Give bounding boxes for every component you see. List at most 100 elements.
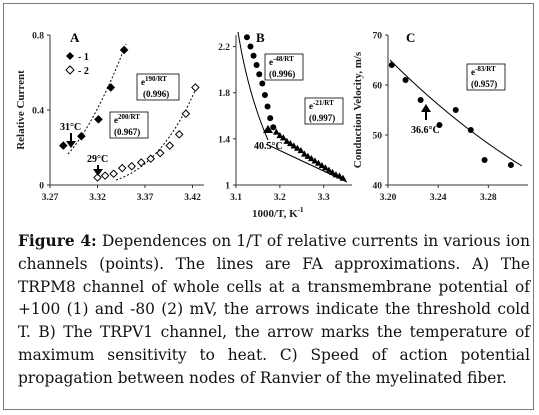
panel-b-letter: B [256, 30, 265, 45]
panel-b: 3.1 3.2 3.3 1 1.4 1.8 2.2 B 1000/T, K-1 e-48/R… [218, 30, 352, 220]
panel-c-series-0-point-1 [402, 77, 409, 83]
panel-a-xtick-label-3: 3.42 [184, 193, 201, 203]
panel-b-ytick-label-0: 1 [225, 182, 230, 192]
panel-b-series-0-point-7 [264, 103, 271, 110]
panel-b-series-1-point-19 [339, 174, 347, 181]
panel-b-ytick-label-3: 2.2 [218, 43, 230, 53]
panel-b-fit-box-2 [304, 97, 344, 125]
panel-b-series-0-point-0 [243, 34, 250, 41]
panel-b-fit-label-1: e-48/RT [269, 55, 294, 67]
panel-a-annot-31c: 31°C [60, 122, 81, 133]
panel-b-series-1-point-10 [308, 155, 315, 162]
panel-b-series-0-point-6 [261, 92, 268, 98]
panel-c-xtick-label-0: 3.20 [380, 193, 397, 203]
panel-a-fit-label-2: e190/RT [141, 75, 167, 87]
panel-a-ytick-label-1: 0.4 [32, 107, 44, 117]
panel-a-fit-r2-2: (0.996) [143, 89, 169, 99]
legend-marker-1 [66, 52, 74, 60]
panel-c-fit-label: e-83/RT [471, 65, 496, 77]
panel-a-fit-r2-1: (0.967) [114, 127, 140, 137]
panel-b-ytick-label-1: 1.4 [218, 135, 230, 145]
legend-label-1: - 1 [78, 52, 89, 63]
panel-b-marks [243, 34, 347, 181]
panel-c: 3.20 3.24 3.28 40 50 60 70 C Conduction Veloci… [352, 30, 528, 203]
panel-b-series-0-point-9 [270, 124, 277, 131]
panel-b-series-1-point-7 [297, 146, 305, 154]
panel-b-series-0-point-1 [247, 43, 254, 50]
panel-b-series-1-point-11 [311, 157, 319, 164]
caption-label: Figure 4: [18, 232, 97, 250]
panel-b-series-1-point-16 [329, 168, 336, 176]
panel-a-fit-curve-2 [115, 85, 198, 181]
panel-a-series-1-point-9 [174, 130, 184, 139]
figure-panels: 3.27 3.32 3.37 3.42 0 0.4 0.8 A Relative Curre… [15, 30, 528, 220]
panel-c-series-0-point-3 [436, 122, 443, 128]
panel-a-series-0-point-0 [58, 141, 68, 150]
figure-frame: 3.27 3.32 3.37 3.42 0 0.4 0.8 A Relative Curre… [3, 3, 534, 410]
panel-b-series-0-point-2 [250, 52, 257, 59]
panel-c-series-0-point-5 [467, 127, 474, 133]
panel-a-ytick-label-2: 0.8 [32, 32, 44, 42]
panel-a: 3.27 3.32 3.37 3.42 0 0.4 0.8 A Relative Curre… [15, 30, 204, 203]
panel-c-series-0-point-4 [452, 107, 459, 113]
panel-c-fit-box [466, 63, 506, 91]
panel-a-series-0-point-3 [106, 83, 116, 92]
panel-c-marks [388, 62, 514, 168]
panel-a-xtick-label-0: 3.27 [42, 193, 59, 203]
panel-b-series-1-point-13 [318, 161, 326, 169]
panel-c-ytick-label-0: 40 [373, 182, 383, 192]
panel-a-letter: A [70, 30, 80, 45]
panel-c-ytick-label-1: 50 [373, 132, 383, 142]
panel-a-series-1-point-6 [146, 154, 156, 164]
panel-a-series-1-point-4 [127, 161, 137, 171]
panel-b-series-1-point-18 [336, 172, 343, 179]
panel-b-xlabel: 1000/T, K-1 [252, 206, 304, 220]
panel-c-series-0-point-0 [388, 62, 395, 68]
panel-a-series-1-point-0 [93, 173, 102, 182]
panel-a-annot-29c: 29°C [87, 154, 108, 165]
panel-a-ticks: 3.27 3.32 3.37 3.42 0 0.4 0.8 [32, 32, 201, 204]
panel-b-series-1-point-8 [301, 150, 308, 157]
panel-b-xtick-label-0: 3.1 [230, 193, 242, 203]
panel-a-xtick-label-1: 3.32 [89, 193, 106, 203]
panel-b-series-1-point-6 [293, 144, 301, 151]
panel-b-xtick-label-1: 3.2 [274, 193, 286, 203]
panel-b-series-1-point-12 [315, 159, 322, 166]
panel-b-series-0-point-3 [253, 62, 260, 68]
panel-a-series-1-point-8 [165, 141, 175, 150]
panel-a-series-1-point-1 [100, 171, 110, 180]
panel-b-fit-curve-1 [237, 31, 269, 141]
panel-c-ticks: 3.20 3.24 3.28 40 50 60 70 [373, 32, 497, 204]
panel-b-series-0-point-4 [256, 71, 263, 78]
panel-c-series-0-point-6 [481, 157, 488, 163]
panel-c-xtick-label-1: 3.24 [430, 193, 447, 203]
panel-a-fit-curve-1 [67, 43, 127, 155]
panel-b-fit-r2-2: (0.997) [309, 113, 335, 123]
panel-b-series-1-point-5 [290, 142, 298, 149]
panel-b-series-1-point-14 [322, 164, 329, 171]
panel-a-fit-box-1 [109, 111, 149, 139]
panel-c-letter: C [406, 30, 415, 45]
legend-marker-2 [65, 65, 75, 75]
legend-label-2: - 2 [78, 66, 89, 77]
panel-b-series-1-point-15 [325, 166, 333, 173]
panel-b-ytick-label-2: 1.8 [218, 89, 230, 99]
panel-c-fit-r2: (0.957) [471, 79, 497, 89]
panel-b-series-1-point-1 [276, 131, 284, 139]
panel-c-ylabel: Conduction Velocity, m/s [352, 51, 364, 168]
panel-a-fit-label-1: e200/RT [114, 113, 140, 125]
panel-b-series-1-point-4 [286, 140, 294, 147]
panel-a-arrow-29c-head [93, 169, 103, 176]
panel-b-series-1-point-2 [279, 134, 287, 141]
panel-b-arrow-head [263, 125, 273, 133]
panel-a-series-1-point-11 [191, 83, 200, 92]
panel-a-arrow-31c-head [66, 141, 76, 148]
panel-c-ytick-label-2: 60 [373, 82, 383, 92]
panel-a-series-1-point-3 [117, 163, 127, 173]
panel-a-series-1-point-2 [109, 169, 118, 179]
panel-b-annot-405c: 40.5°C [254, 141, 283, 152]
panel-a-series-1-point-10 [181, 109, 191, 119]
panel-b-series-0-point-5 [259, 80, 266, 87]
panel-a-ytick-label-0: 0 [39, 182, 44, 192]
panel-b-series-1-point-0 [272, 128, 280, 135]
